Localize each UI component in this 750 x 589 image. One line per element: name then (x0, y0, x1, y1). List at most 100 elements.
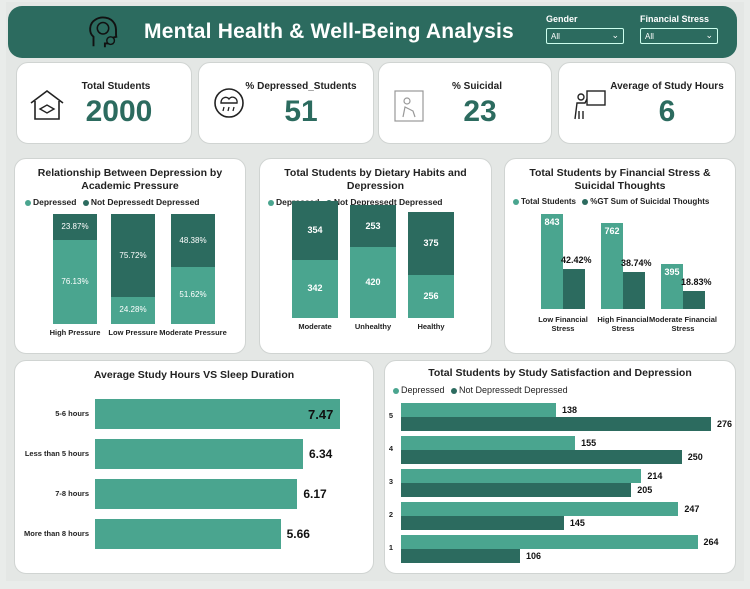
bar-not-depressed (401, 549, 521, 563)
kpi-value: 6 (658, 95, 676, 128)
x-axis-label: Low Pressure (108, 328, 158, 337)
bar-suicidal-thoughts (683, 291, 705, 309)
legend-label: Not Depressedt Depressed (459, 385, 568, 395)
kpi-depressed-students: % Depressed_Students 51 (198, 62, 374, 144)
legend-marker (513, 198, 519, 205)
gender-dropdown[interactable]: All ⌄ (546, 28, 624, 44)
legend-label: Depressed (401, 385, 445, 395)
header-banner: Mental Health & Well-Being Analysis Gend… (8, 6, 737, 58)
bar-value-label: 7.47 (308, 407, 334, 422)
kpi-value: 2000 (85, 95, 153, 128)
bar-segment-not-depressed: 375 (408, 211, 454, 275)
bar-value-label: 138 (562, 405, 578, 415)
bar-value-label: 6.17 (303, 487, 327, 501)
bar-depressed (401, 469, 642, 483)
bar (95, 399, 340, 429)
y-axis-label: More than 8 hours (23, 529, 89, 538)
teacher-board-icon (574, 90, 606, 120)
bar-value-label: 42.42% (561, 254, 592, 265)
bar-segment-depressed: 342 (292, 260, 338, 318)
bar-total-students: 762 (601, 223, 623, 309)
bar-value-label: 145 (569, 518, 585, 528)
chart-title: Average Study Hours VS Sleep Duration (93, 369, 295, 381)
kpi-label: Total Students (81, 81, 151, 92)
chart-financial-stress: Total Students by Financial Stress & Sui… (504, 158, 736, 354)
legend-label: Total Students (521, 197, 576, 206)
bar-depressed (401, 436, 576, 450)
financial-stress-dropdown[interactable]: All ⌄ (640, 28, 718, 44)
financial-stress-slicer-label: Financial Stress (640, 14, 710, 24)
y-axis-label: 5 (388, 411, 394, 420)
chart-title: Total Students by Study Satisfaction and… (428, 367, 692, 379)
bar (95, 519, 281, 549)
legend-marker (451, 387, 458, 394)
bar-total-students: 395 (661, 264, 683, 309)
bar-depressed (401, 535, 698, 549)
x-axis-label: Healthy (417, 322, 445, 331)
bar-segment-not-depressed: 23.87% (53, 214, 97, 241)
bar-not-depressed (401, 450, 682, 464)
bar-segment-depressed: 420 (350, 247, 396, 318)
chart-title: Total Students by Financial Stress & Sui… (529, 167, 711, 192)
bar-value-label: 276 (717, 419, 733, 429)
bar-value-label: 264 (703, 537, 719, 547)
chart-dietary-habits: Total Students by Dietary Habits and Dep… (259, 158, 492, 354)
bar-value-label: 6.34 (308, 447, 333, 461)
dashboard-title: Mental Health & Well-Being Analysis (144, 20, 514, 43)
y-axis-label: 4 (388, 444, 394, 453)
legend-marker (25, 199, 31, 206)
financial-stress-slicer[interactable]: Financial Stress All ⌄ (640, 14, 718, 44)
gender-value: All (551, 32, 560, 41)
chart-study-sleep: Average Study Hours VS Sleep Duration 5-… (14, 360, 374, 574)
bar-segment-depressed: 76.13% (53, 240, 97, 324)
bar-suicidal-thoughts (563, 268, 585, 309)
chart-legend: Depressed Not Depressedt Depressed (25, 197, 200, 207)
x-axis-label: High Pressure (49, 328, 101, 337)
bar-value-label: 247 (684, 504, 700, 514)
kpi-value: 23 (463, 95, 497, 128)
y-axis-label: Less than 5 hours (24, 449, 89, 458)
bar-segment-not-depressed: 253 (350, 204, 396, 248)
chart-legend: Total Students %GT Sum of Suicidal Thoug… (513, 197, 709, 206)
kpi-study-hours: Average of Study Hours 6 (558, 62, 736, 144)
y-axis-label: 7-8 hours (55, 489, 89, 498)
x-axis-label: Low Financial Stress (538, 315, 588, 333)
legend-marker (582, 198, 589, 205)
rain-cloud-head-icon (214, 88, 244, 118)
chart-legend: Depressed Not Depressedt Depressed (393, 385, 568, 395)
bar-segment-depressed: 256 (408, 274, 454, 318)
legend-label: Not Depressedt Depressed (333, 197, 443, 207)
legend-marker (268, 199, 274, 206)
x-axis-label: Moderate (298, 322, 332, 331)
legend-label: %GT Sum of Suicidal Thoughts (590, 197, 710, 206)
bar-value-label: 18.83% (681, 277, 712, 288)
kpi-total-students: Total Students 2000 (16, 62, 192, 144)
bar-segment-depressed: 24.28% (111, 297, 155, 324)
x-axis-label: Moderate Pressure (159, 328, 227, 337)
legend-marker (393, 387, 399, 394)
y-axis-label: 3 (388, 477, 394, 486)
chevron-down-icon: ⌄ (611, 30, 619, 40)
gender-slicer-label: Gender (546, 14, 578, 24)
gender-slicer[interactable]: Gender All ⌄ (546, 14, 624, 44)
bar-value-label: 214 (647, 471, 663, 481)
bar-not-depressed (401, 516, 564, 530)
y-axis-label: 5-6 hours (55, 409, 89, 418)
x-axis-label: Unhealthy (354, 322, 392, 331)
bar-not-depressed (401, 483, 632, 497)
chart-title: Relationship Between Depression by Acade… (37, 167, 223, 192)
bar-segment-not-depressed: 354 (292, 200, 338, 261)
kpi-value: 51 (284, 95, 318, 128)
bar (95, 439, 303, 469)
chart-study-satisfaction: Total Students by Study Satisfaction and… (384, 360, 736, 574)
kpi-suicidal: % Suicidal 23 (378, 62, 552, 144)
kpi-label: % Depressed_Students (245, 81, 357, 92)
kpi-label: Average of Study Hours (610, 81, 724, 92)
bar-depressed (401, 403, 556, 417)
chart-title: Total Students by Dietary Habits and Dep… (284, 167, 467, 192)
bar-value-label: 250 (687, 452, 703, 462)
legend-label: Not Depressedt Depressed (90, 197, 200, 207)
y-axis-label: 2 (388, 510, 394, 519)
y-axis-label: 1 (388, 543, 394, 552)
brain-head-icon (89, 16, 118, 48)
